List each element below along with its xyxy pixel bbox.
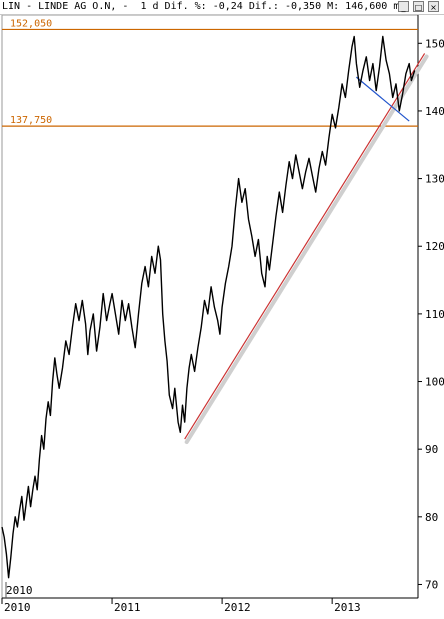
window-titlebar: LIN - LINDE AG O.N, - 1 d Dif. %: -0,24 … (0, 0, 444, 15)
x-tick-label: 2010 (4, 601, 31, 614)
price-series (1, 35, 416, 579)
minimize-button[interactable]: _ (398, 1, 409, 12)
maximize-button[interactable]: □ (413, 1, 424, 12)
y-tick-label: 100 (425, 376, 444, 389)
level-label: 152,050 (10, 18, 52, 29)
y-tick-label: 120 (425, 240, 444, 253)
y-tick-label: 130 (425, 173, 444, 186)
trend-line-resistance (355, 76, 410, 122)
y-tick-label: 70 (425, 578, 438, 591)
y-tick-label: 90 (425, 443, 438, 456)
y-tick-label: 80 (425, 511, 438, 524)
y-tick-label: 140 (425, 105, 444, 118)
plot-frame (1, 14, 419, 599)
y-tick-label: 110 (425, 308, 444, 321)
level-label: 137,750 (10, 115, 52, 126)
chart-area: 150 140 130 120 110 100 90 80 70 2010 2011 2012 2013… (0, 14, 444, 619)
trend-line-shadow (184, 54, 429, 445)
y-tick-label: 150 (425, 37, 444, 50)
x-tick-label: 2011 (114, 601, 141, 614)
close-button[interactable]: × (428, 1, 439, 12)
x-tick-label: 2013 (334, 601, 361, 614)
x-tick-label: 2012 (224, 601, 251, 614)
window-title: LIN - LINDE AG O.N, - 1 d Dif. %: -0,24 … (2, 1, 406, 12)
year-marker: 2010 (6, 584, 33, 597)
price-chart: 150 140 130 120 110 100 90 80 70 2010 2011 2012 2013… (1, 14, 444, 614)
trend-line-support (184, 53, 426, 440)
